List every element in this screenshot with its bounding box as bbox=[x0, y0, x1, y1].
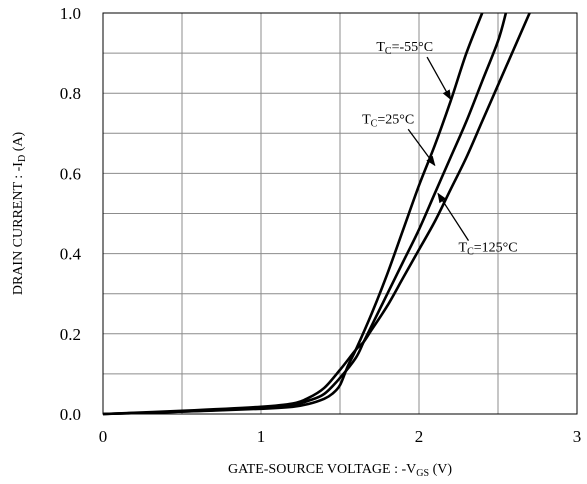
x-axis-label: GATE-SOURCE VOLTAGE : -VGS (V) bbox=[228, 462, 452, 479]
y-tick-label: 0.0 bbox=[60, 405, 81, 424]
series-annotation-label: TC=-55°C bbox=[376, 40, 433, 57]
series-annotations: TC=-55°C TC=25°C TC=125°C bbox=[362, 40, 517, 258]
series-annotation-label: TC=25°C bbox=[362, 112, 414, 129]
y-tick-label: 1.0 bbox=[60, 4, 81, 23]
plot-area-frame bbox=[102, 12, 578, 415]
annotation-arrow bbox=[437, 192, 470, 241]
series-line-minus55c bbox=[102, 12, 484, 416]
annotation-arrow bbox=[426, 56, 452, 101]
grid bbox=[103, 13, 577, 414]
series-line-125c bbox=[102, 12, 531, 416]
x-tick-label: 1 bbox=[257, 427, 266, 446]
series-line-25c bbox=[102, 12, 508, 416]
series-lines bbox=[102, 12, 531, 416]
y-tick-label: 0.8 bbox=[60, 84, 81, 103]
x-tick-label: 3 bbox=[573, 427, 582, 446]
annotation-arrow bbox=[407, 128, 436, 167]
x-tick-label: 2 bbox=[415, 427, 424, 446]
y-tick-label: 0.6 bbox=[60, 164, 81, 183]
y-tick-label: 0.2 bbox=[60, 325, 81, 344]
series-annotation-label: TC=125°C bbox=[459, 241, 518, 258]
y-tick-label: 0.4 bbox=[60, 245, 82, 264]
x-tick-label: 0 bbox=[99, 427, 108, 446]
tick-labels: 0 1 2 3 0.0 0.2 0.4 0.6 0.8 1.0 bbox=[60, 4, 582, 446]
y-axis-label: DRAIN CURRENT : -ID (A) bbox=[11, 132, 28, 296]
